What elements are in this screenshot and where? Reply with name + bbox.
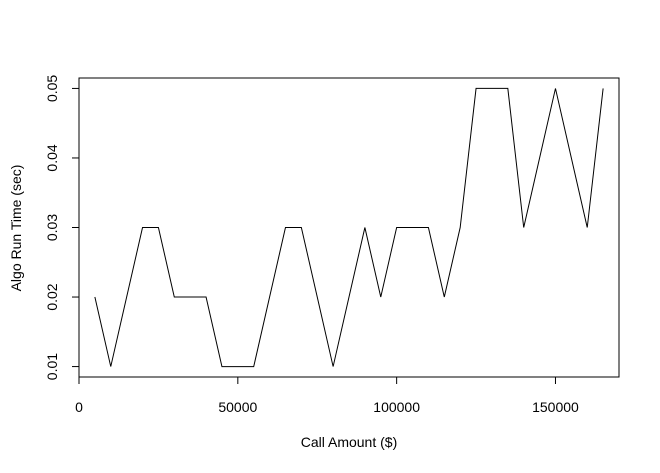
- x-axis-title: Call Amount ($): [301, 434, 397, 450]
- y-axis-title: Algo Run Time (sec): [8, 165, 24, 292]
- y-tick-label: 0.04: [44, 144, 60, 171]
- series-vertices: [95, 88, 603, 366]
- plot-frame: [78, 77, 620, 378]
- y-tick-label: 0.03: [44, 214, 60, 241]
- y-tick-label: 0.01: [44, 353, 60, 380]
- y-tick-label: 0.02: [44, 283, 60, 310]
- y-tick-label: 0.05: [44, 75, 60, 102]
- x-axis: 0 50000 100000 150000: [75, 376, 579, 415]
- x-tick-label: 50000: [218, 399, 257, 415]
- x-tick-label: 0: [75, 399, 83, 415]
- series-line: [94, 87, 604, 368]
- x-tick-label: 100000: [373, 399, 420, 415]
- x-tick-label: 150000: [532, 399, 579, 415]
- y-axis: 0.01 0.02 0.03 0.04 0.05: [44, 75, 80, 380]
